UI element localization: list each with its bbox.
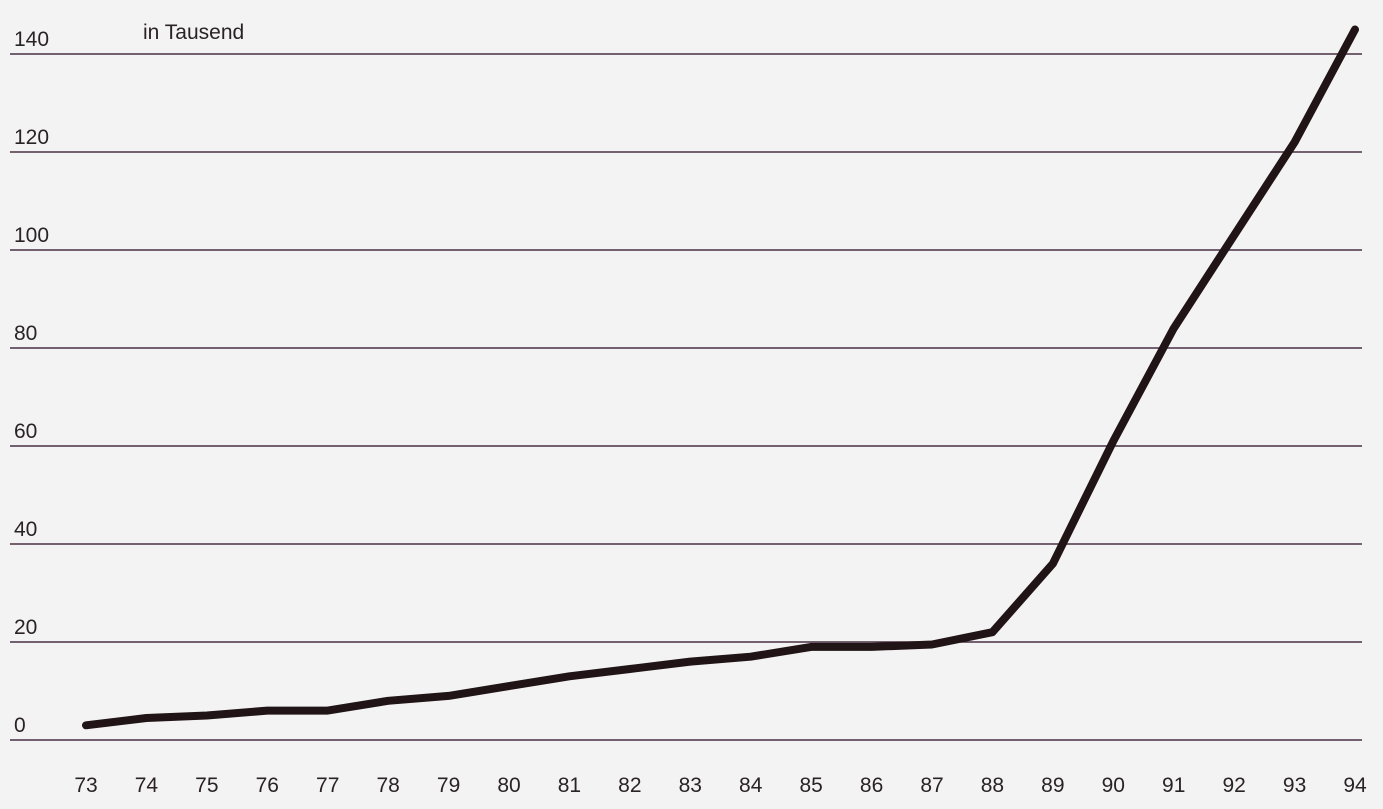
x-tick-label: 85 bbox=[799, 774, 822, 797]
y-tick-label: 120 bbox=[14, 126, 49, 149]
data-point bbox=[206, 715, 208, 716]
y-tick-label: 0 bbox=[14, 714, 26, 737]
x-tick-label: 76 bbox=[256, 774, 279, 797]
data-point bbox=[750, 656, 752, 658]
x-tick-label: 83 bbox=[679, 774, 702, 797]
data-point bbox=[327, 710, 329, 712]
x-tick-label: 93 bbox=[1283, 774, 1306, 797]
x-tick-label: 75 bbox=[195, 774, 218, 797]
x-tick-label: 77 bbox=[316, 774, 339, 797]
gridlines bbox=[10, 53, 1362, 741]
x-tick-labels: 73 74 75 76 77 78 79 80 81 82 83 84 85 86 87 88 89 90 91 92… bbox=[74, 774, 1367, 797]
y-tick-labels: 0 20 40 60 80 100 120 140 bbox=[14, 28, 49, 737]
data-point bbox=[568, 675, 570, 677]
x-tick-label: 89 bbox=[1041, 774, 1064, 797]
x-tick-label: 91 bbox=[1162, 774, 1185, 797]
data-point bbox=[689, 661, 691, 663]
x-tick-label: 86 bbox=[860, 774, 883, 797]
y-tick-label: 60 bbox=[14, 420, 37, 443]
data-point bbox=[1173, 327, 1175, 329]
x-tick-label: 90 bbox=[1102, 774, 1125, 797]
data-point bbox=[508, 685, 510, 687]
data-point bbox=[145, 717, 147, 719]
data-point bbox=[991, 631, 993, 633]
x-tick-label: 88 bbox=[981, 774, 1004, 797]
x-tick-label: 78 bbox=[376, 774, 399, 797]
data-point bbox=[85, 724, 87, 726]
series-line bbox=[82, 25, 1359, 730]
x-tick-label: 92 bbox=[1222, 774, 1245, 797]
data-point bbox=[629, 668, 631, 670]
data-point bbox=[387, 700, 389, 702]
data-point bbox=[1112, 440, 1114, 442]
data-point bbox=[266, 710, 268, 712]
x-tick-label: 73 bbox=[74, 774, 97, 797]
data-point bbox=[1354, 29, 1356, 30]
x-tick-label: 74 bbox=[135, 774, 159, 797]
data-point bbox=[810, 646, 812, 648]
x-tick-label: 87 bbox=[920, 774, 943, 797]
data-point bbox=[931, 643, 933, 645]
data-point bbox=[448, 695, 450, 697]
unit-label: in Tausend bbox=[143, 21, 244, 44]
x-tick-label: 94 bbox=[1343, 774, 1367, 797]
y-tick-label: 20 bbox=[14, 616, 37, 639]
y-tick-label: 140 bbox=[14, 28, 49, 51]
x-tick-label: 81 bbox=[558, 774, 581, 797]
x-tick-label: 82 bbox=[618, 774, 641, 797]
series-layer bbox=[82, 25, 1359, 730]
x-tick-label: 84 bbox=[739, 774, 763, 797]
data-point bbox=[1233, 234, 1235, 236]
y-tick-label: 100 bbox=[14, 224, 49, 247]
data-point bbox=[1294, 141, 1296, 143]
x-tick-label: 79 bbox=[437, 774, 460, 797]
y-tick-label: 40 bbox=[14, 518, 37, 541]
x-tick-label: 80 bbox=[497, 774, 520, 797]
data-point bbox=[1052, 563, 1054, 565]
y-tick-label: 80 bbox=[14, 322, 37, 345]
data-point bbox=[871, 646, 873, 648]
